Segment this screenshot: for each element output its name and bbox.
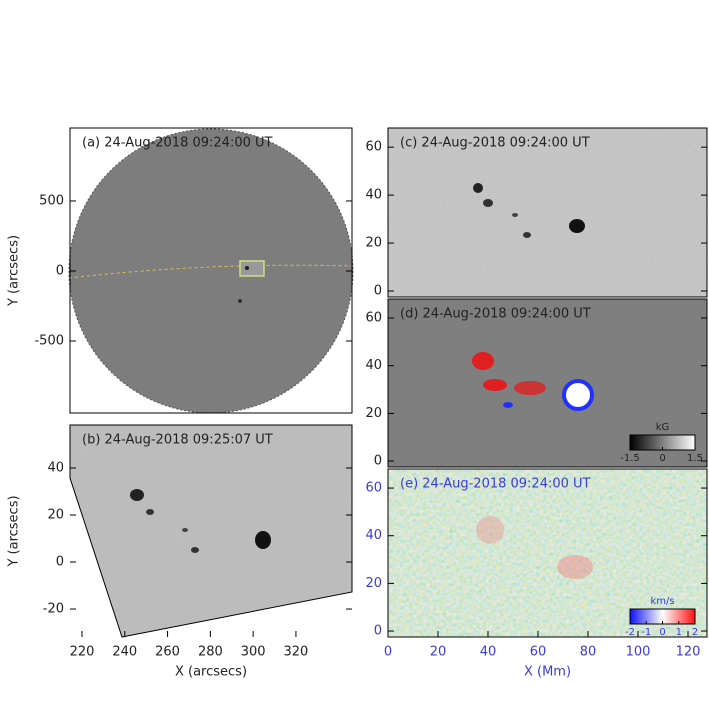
panel-title: (b) 24-Aug-2018 09:25:07 UT bbox=[82, 433, 273, 448]
x-axis-label: X (arcsecs) bbox=[175, 665, 247, 680]
y-tick-label: 60 bbox=[365, 481, 382, 496]
x-tick-label: 300 bbox=[241, 645, 266, 660]
colorbar-tick-label: 2 bbox=[692, 627, 698, 638]
panel-title: (e) 24-Aug-2018 09:24:00 UT bbox=[400, 477, 591, 492]
colorbar-tick-label: 1.5 bbox=[687, 453, 703, 464]
x-tick-label: 240 bbox=[112, 645, 137, 660]
x-tick-label: 40 bbox=[480, 645, 497, 660]
y-tick-label: 0 bbox=[374, 284, 382, 299]
colorbar-tick-label: -1.5 bbox=[620, 453, 640, 464]
y-tick-label: 20 bbox=[365, 236, 382, 251]
frame bbox=[387, 468, 708, 638]
y-tick-label: 0 bbox=[374, 624, 382, 639]
panel-title: (d) 24-Aug-2018 09:24:00 UT bbox=[400, 307, 591, 322]
x-tick-label: 100 bbox=[626, 645, 651, 660]
x-tick-label: 0 bbox=[384, 645, 392, 660]
y-tick-label: -20 bbox=[43, 602, 64, 617]
y-tick-label: 40 bbox=[365, 358, 382, 373]
x-tick-label: 80 bbox=[580, 645, 597, 660]
colorbar-label: km/s bbox=[650, 596, 674, 607]
colorbar-tick-label: 1 bbox=[676, 627, 682, 638]
colorbar-label: kG bbox=[656, 422, 670, 433]
y-tick-label: 20 bbox=[365, 576, 382, 591]
x-tick-label: 120 bbox=[676, 645, 701, 660]
y-tick-label: 0 bbox=[56, 555, 64, 570]
x-tick-label: 320 bbox=[284, 645, 309, 660]
panel-title: (c) 24-Aug-2018 09:24:00 UT bbox=[400, 136, 590, 151]
colorbar-tick-label: 0 bbox=[659, 453, 665, 464]
y-tick-label: 60 bbox=[365, 311, 382, 326]
colorbar-tick-label: -1 bbox=[641, 627, 651, 638]
x-tick-label: 20 bbox=[430, 645, 447, 660]
frame bbox=[387, 298, 708, 468]
y-tick-label: 40 bbox=[365, 528, 382, 543]
panel-title: (a) 24-Aug-2018 09:24:00 UT bbox=[82, 136, 273, 151]
y-tick-label: 0 bbox=[56, 263, 64, 278]
y-tick-label: -500 bbox=[34, 334, 64, 349]
y-tick-label: 20 bbox=[47, 508, 64, 523]
x-tick-label: 260 bbox=[155, 645, 180, 660]
x-axis-label: X (Mm) bbox=[524, 665, 571, 680]
y-tick-label: 0 bbox=[374, 454, 382, 469]
images bbox=[68, 128, 707, 638]
y-tick-label: 40 bbox=[47, 461, 64, 476]
y-axis-label: Y (arcsecs) bbox=[7, 235, 22, 307]
frame bbox=[387, 127, 708, 298]
colorbar-tick-label: -2 bbox=[625, 627, 635, 638]
y-tick-label: 500 bbox=[39, 193, 64, 208]
y-axis-label: Y (arcsecs) bbox=[7, 495, 22, 567]
y-tick-label: 20 bbox=[365, 406, 382, 421]
y-tick-label: 60 bbox=[365, 140, 382, 155]
y-tick-label: 40 bbox=[365, 188, 382, 203]
x-tick-label: 220 bbox=[70, 645, 95, 660]
x-tick-label: 280 bbox=[198, 645, 223, 660]
x-tick-label: 60 bbox=[530, 645, 547, 660]
colorbar-tick-label: 0 bbox=[659, 627, 665, 638]
